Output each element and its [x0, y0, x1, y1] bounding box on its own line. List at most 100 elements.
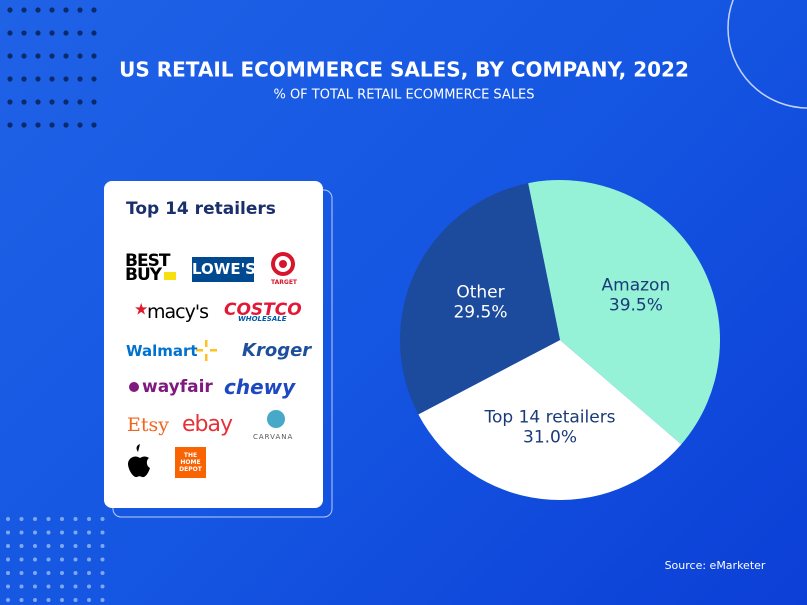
- homedepot-box: [175, 447, 206, 478]
- decor-dot: [73, 517, 78, 521]
- decor-dot: [35, 7, 41, 13]
- bestbuy-tag: [164, 272, 176, 280]
- slice-label: Other: [456, 282, 504, 302]
- decor-dot: [91, 53, 97, 59]
- decor-dot: [100, 517, 105, 521]
- decor-dot: [100, 544, 105, 548]
- decor-dot: [7, 7, 13, 13]
- logo: BEST BUY: [125, 251, 170, 285]
- logo: ebay: [182, 412, 233, 437]
- decor-dot: [73, 530, 78, 535]
- decor-dot: [33, 584, 37, 589]
- decor-dot: [7, 76, 13, 82]
- decor-dot: [63, 53, 69, 59]
- decor-dot: [73, 571, 78, 575]
- decor-dot: [87, 598, 91, 602]
- decor-dot: [33, 557, 37, 562]
- decor-dot: [87, 544, 91, 548]
- logo: macy's: [147, 301, 209, 323]
- decor-dot: [46, 517, 51, 521]
- decor-dot: [33, 517, 37, 521]
- decor-dot: [77, 122, 83, 128]
- decor-dot: [46, 598, 51, 602]
- decor-dot: [60, 598, 64, 602]
- decor-dot: [91, 76, 97, 82]
- decor-dot: [19, 557, 24, 562]
- decor-dot: [60, 584, 64, 589]
- decor-dot: [49, 99, 55, 105]
- decor-dot: [35, 122, 41, 128]
- decor-dot: [60, 571, 64, 575]
- decor-dot: [60, 544, 64, 548]
- decor-dot: [49, 53, 55, 59]
- carvana-icon: [267, 410, 285, 428]
- decor-dot: [73, 598, 78, 602]
- logo: LOWE'S: [192, 257, 256, 282]
- decor-dot: [6, 598, 10, 602]
- decor-dot: [33, 544, 37, 548]
- decor-dot: [35, 99, 41, 105]
- wayfair-icon: [129, 382, 139, 392]
- decor-dot: [87, 530, 91, 535]
- decor-dot: [87, 571, 91, 575]
- decor-dot: [87, 557, 91, 562]
- decor-dot: [49, 76, 55, 82]
- decor-dot: [21, 76, 27, 82]
- decor-dot: [49, 7, 55, 13]
- decor-dot: [19, 517, 24, 521]
- chart-subtitle: % OF TOTAL RETAIL ECOMMERCE SALES: [273, 88, 534, 103]
- walmart-spark: [196, 340, 217, 361]
- slice-value: 29.5%: [453, 302, 507, 322]
- chart-title: US RETAIL ECOMMERCE SALES, BY COMPANY, 2…: [119, 58, 689, 82]
- decor-dot: [21, 30, 27, 36]
- decor-dot: [7, 122, 13, 128]
- decor-dot: [19, 571, 24, 575]
- panel-title: Top 14 retailers: [126, 199, 276, 219]
- logo: THE HOME DEPOT: [179, 452, 202, 473]
- decor-dot: [73, 584, 78, 589]
- decor-dot: [63, 7, 69, 13]
- decor-dot: [21, 7, 27, 13]
- decor-dot: [7, 99, 13, 105]
- pie-slice: [418, 340, 682, 500]
- decor-dot: [35, 30, 41, 36]
- decor-dot: [19, 584, 24, 589]
- logo: Walmart: [126, 342, 198, 360]
- pie-slice: [528, 180, 720, 445]
- decor-dot: [87, 584, 91, 589]
- logo: chewy: [224, 375, 296, 399]
- decor-dot: [46, 571, 51, 575]
- decor-dot: [35, 76, 41, 82]
- decor-dot: [63, 30, 69, 36]
- macys-star: ★: [134, 300, 148, 319]
- decor-dot: [33, 530, 37, 535]
- decor-dot: [100, 557, 105, 562]
- decor-dot: [77, 53, 83, 59]
- decor-dot: [73, 557, 78, 562]
- decor-dot: [60, 517, 64, 521]
- target-icon: [279, 260, 287, 268]
- decor-dot: [35, 53, 41, 59]
- decor-dot: [77, 99, 83, 105]
- apple-icon: [128, 444, 150, 478]
- decor-dot: [33, 598, 37, 602]
- decor-dot: [46, 584, 51, 589]
- decor-dot: [19, 544, 24, 548]
- decor-dot: [100, 584, 105, 589]
- decor-dot: [77, 7, 83, 13]
- slice-label: Top 14 retailers: [484, 407, 616, 427]
- decor-dot: [63, 99, 69, 105]
- decor-dot: [21, 53, 27, 59]
- decoration: [6, 7, 105, 602]
- decor-dot: [60, 557, 64, 562]
- decor-dot: [21, 122, 27, 128]
- slice-label: Amazon: [602, 275, 671, 295]
- decor-dot: [6, 544, 10, 548]
- decor-dot: [77, 76, 83, 82]
- logo: Kroger: [242, 340, 312, 361]
- logo: TARGET: [271, 279, 298, 286]
- decor-dot: [6, 517, 10, 521]
- decor-dot: [6, 530, 10, 535]
